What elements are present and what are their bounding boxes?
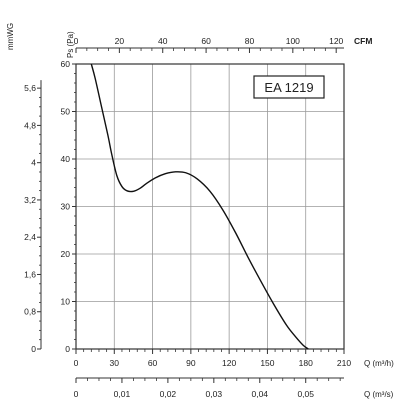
y-tick-label: 40 xyxy=(61,154,71,164)
y-tick-label: 20 xyxy=(61,249,71,259)
y-tick-label: 50 xyxy=(61,107,71,117)
x-tick-label: 120 xyxy=(222,358,236,368)
m3s-tick-label: 0,05 xyxy=(297,389,314,399)
performance-curve xyxy=(90,63,309,350)
mmwg-tick-label: 4 xyxy=(31,158,36,168)
mmwg-tick-label: 1,6 xyxy=(24,269,36,279)
x-tick-label: 30 xyxy=(110,358,120,368)
labels: EA 1219 xyxy=(253,75,325,99)
mmwg-tick-label: 0,8 xyxy=(24,307,36,317)
cfm-tick-label: 80 xyxy=(245,36,255,46)
y-tick-label: 0 xyxy=(65,344,70,354)
m3s-axis-label: Q (m³/s) xyxy=(364,390,394,399)
curve-label: EA 1219 xyxy=(264,80,313,95)
cfm-tick-label: 100 xyxy=(286,36,300,46)
m3s-tick-label: 0,03 xyxy=(206,389,223,399)
x-tick-label: 150 xyxy=(260,358,274,368)
mmwg-tick-label: 3,2 xyxy=(24,195,36,205)
cfm-axis-label: CFM xyxy=(354,36,372,46)
curve-layer xyxy=(90,63,309,350)
cfm-tick-label: 40 xyxy=(158,36,168,46)
m3s-tick-label: 0,02 xyxy=(160,389,177,399)
curve-label-box xyxy=(253,75,325,99)
x-tick-label: 90 xyxy=(186,358,196,368)
m3s-tick-label: 0 xyxy=(74,389,79,399)
mmwg-axis-label: mmWG xyxy=(6,23,15,50)
y-tick-label: 10 xyxy=(61,297,71,307)
x-tick-label: 180 xyxy=(299,358,313,368)
cfm-tick-label: 0 xyxy=(74,36,79,46)
cfm-tick-label: 60 xyxy=(201,36,211,46)
cfm-tick-label: 20 xyxy=(115,36,125,46)
mmwg-tick-label: 5,6 xyxy=(24,83,36,93)
cfm-tick-label: 120 xyxy=(329,36,343,46)
x-tick-label: 210 xyxy=(337,358,351,368)
grid xyxy=(76,64,344,349)
mmwg-tick-label: 4,8 xyxy=(24,120,36,130)
m3s-tick-label: 0,04 xyxy=(251,389,268,399)
x-axis-label: Q (m³/h) xyxy=(364,359,394,368)
mmwg-tick-label: 2,4 xyxy=(24,232,36,242)
y-tick-label: 30 xyxy=(61,202,71,212)
y-tick-label: 60 xyxy=(61,59,71,69)
m3s-tick-label: 0,01 xyxy=(114,389,131,399)
y-axis-label: Ps (Pa) xyxy=(66,31,75,58)
mmwg-tick-label: 0 xyxy=(31,344,36,354)
x-tick-label: 60 xyxy=(148,358,158,368)
x-tick-label: 0 xyxy=(74,358,79,368)
